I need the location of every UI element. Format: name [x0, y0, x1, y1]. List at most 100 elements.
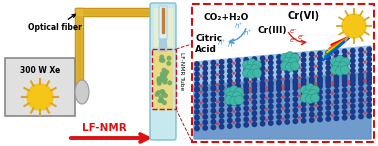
Circle shape — [282, 58, 284, 60]
Circle shape — [195, 115, 199, 120]
Circle shape — [244, 117, 248, 122]
Circle shape — [195, 126, 199, 131]
Circle shape — [285, 69, 290, 73]
Circle shape — [167, 62, 170, 65]
Circle shape — [228, 64, 232, 68]
Circle shape — [367, 108, 372, 113]
Circle shape — [285, 98, 290, 102]
Circle shape — [331, 54, 333, 56]
Circle shape — [269, 55, 273, 60]
Bar — [75, 8, 160, 16]
Circle shape — [269, 115, 273, 120]
Circle shape — [367, 47, 372, 52]
Circle shape — [331, 64, 333, 66]
Circle shape — [200, 65, 202, 67]
Circle shape — [266, 86, 268, 88]
Circle shape — [236, 68, 240, 73]
Circle shape — [203, 120, 208, 125]
Circle shape — [359, 58, 363, 62]
Circle shape — [236, 101, 240, 106]
Circle shape — [301, 86, 310, 94]
Circle shape — [359, 87, 363, 91]
Circle shape — [285, 52, 294, 60]
Circle shape — [203, 86, 208, 91]
Circle shape — [244, 88, 248, 92]
Circle shape — [277, 55, 281, 59]
Circle shape — [293, 97, 297, 101]
Circle shape — [285, 84, 290, 88]
Circle shape — [252, 122, 257, 126]
Circle shape — [195, 110, 199, 114]
Circle shape — [351, 76, 355, 81]
Circle shape — [326, 117, 330, 121]
Circle shape — [359, 53, 363, 57]
Circle shape — [233, 100, 235, 101]
Circle shape — [310, 72, 314, 76]
Circle shape — [330, 58, 339, 66]
Circle shape — [310, 86, 319, 94]
Circle shape — [364, 61, 366, 63]
Circle shape — [253, 68, 262, 78]
Text: LF-NMR: LF-NMR — [82, 123, 127, 133]
Circle shape — [260, 121, 265, 126]
Circle shape — [282, 78, 284, 80]
Circle shape — [341, 66, 350, 74]
Circle shape — [310, 118, 314, 122]
Circle shape — [293, 78, 297, 83]
Circle shape — [359, 114, 363, 119]
Circle shape — [359, 76, 363, 80]
Circle shape — [243, 68, 251, 78]
Circle shape — [348, 91, 350, 93]
Circle shape — [291, 53, 299, 62]
Circle shape — [293, 92, 297, 96]
Circle shape — [305, 84, 314, 93]
Circle shape — [234, 95, 243, 105]
Circle shape — [277, 87, 281, 92]
Circle shape — [217, 74, 218, 75]
Circle shape — [219, 75, 224, 79]
Circle shape — [244, 95, 248, 100]
Circle shape — [359, 68, 363, 72]
Circle shape — [228, 91, 232, 95]
Circle shape — [310, 52, 314, 56]
Circle shape — [219, 92, 224, 96]
Circle shape — [318, 90, 322, 94]
Circle shape — [334, 60, 339, 64]
Circle shape — [348, 73, 350, 74]
Circle shape — [334, 78, 339, 82]
Circle shape — [342, 54, 347, 59]
Circle shape — [342, 110, 347, 114]
Circle shape — [299, 57, 300, 59]
Circle shape — [351, 68, 355, 73]
Circle shape — [211, 85, 215, 90]
Circle shape — [348, 113, 350, 115]
Circle shape — [260, 100, 265, 104]
Circle shape — [244, 112, 248, 116]
Circle shape — [203, 115, 208, 119]
Circle shape — [318, 79, 322, 83]
Circle shape — [160, 58, 163, 62]
Circle shape — [339, 61, 347, 71]
Circle shape — [351, 79, 355, 83]
Circle shape — [342, 99, 347, 103]
Circle shape — [236, 123, 240, 128]
Circle shape — [211, 114, 215, 119]
Circle shape — [318, 51, 322, 56]
Circle shape — [301, 91, 306, 95]
Circle shape — [359, 78, 363, 82]
Circle shape — [269, 86, 273, 90]
Circle shape — [219, 85, 224, 89]
Circle shape — [334, 83, 339, 87]
Circle shape — [326, 89, 330, 94]
Circle shape — [236, 78, 240, 83]
Circle shape — [269, 88, 273, 92]
Circle shape — [293, 81, 297, 85]
Bar — [5, 58, 75, 116]
Circle shape — [266, 69, 268, 71]
Circle shape — [301, 63, 306, 67]
Circle shape — [334, 116, 339, 120]
Circle shape — [282, 118, 284, 120]
Circle shape — [269, 93, 273, 98]
Circle shape — [236, 85, 240, 89]
Circle shape — [27, 84, 53, 110]
